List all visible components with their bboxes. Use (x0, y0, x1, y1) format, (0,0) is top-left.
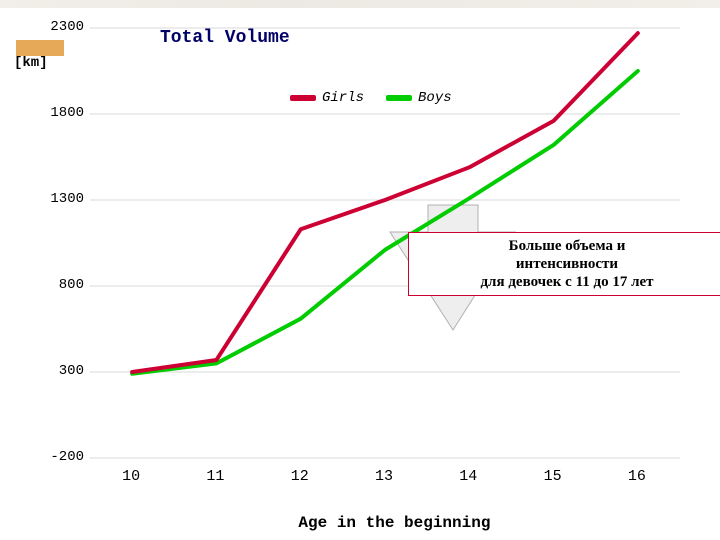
legend: Girls Boys (290, 90, 452, 106)
chart-title: Total Volume (160, 28, 290, 48)
x-tick-label: 12 (291, 468, 309, 485)
legend-swatch-girls (290, 95, 316, 101)
legend-swatch-boys (386, 95, 412, 101)
x-axis-label-line1: Age in the beginning (298, 514, 490, 532)
line-chart: Total Volume [km] Girls Boys Больше объе… (0, 0, 720, 540)
y-tick-label: 1800 (50, 105, 84, 121)
y-tick-label: 2300 (50, 19, 84, 35)
x-tick-label: 10 (122, 468, 140, 485)
y-tick-label: 300 (59, 363, 84, 379)
callout-line1: Больше объема и (509, 238, 626, 254)
x-tick-label: 11 (206, 468, 224, 485)
x-tick-label: 14 (459, 468, 477, 485)
callout-line3: для девочек с 11 до 17 лет (480, 274, 653, 290)
y-tick-label: 800 (59, 277, 84, 293)
legend-label-girls: Girls (322, 90, 364, 106)
annotation-callout: Больше объема и интенсивности для девоче… (408, 232, 720, 296)
x-tick-label: 13 (375, 468, 393, 485)
legend-label-boys: Boys (418, 90, 452, 106)
y-tick-label: -200 (50, 449, 84, 465)
callout-line2: интенсивности (516, 256, 618, 272)
y-axis-unit: [km] (14, 55, 48, 71)
x-axis-label: Age in the beginning of season[in years] (260, 496, 490, 540)
x-tick-label: 15 (544, 468, 562, 485)
x-tick-label: 16 (628, 468, 646, 485)
y-tick-label: 1300 (50, 191, 84, 207)
